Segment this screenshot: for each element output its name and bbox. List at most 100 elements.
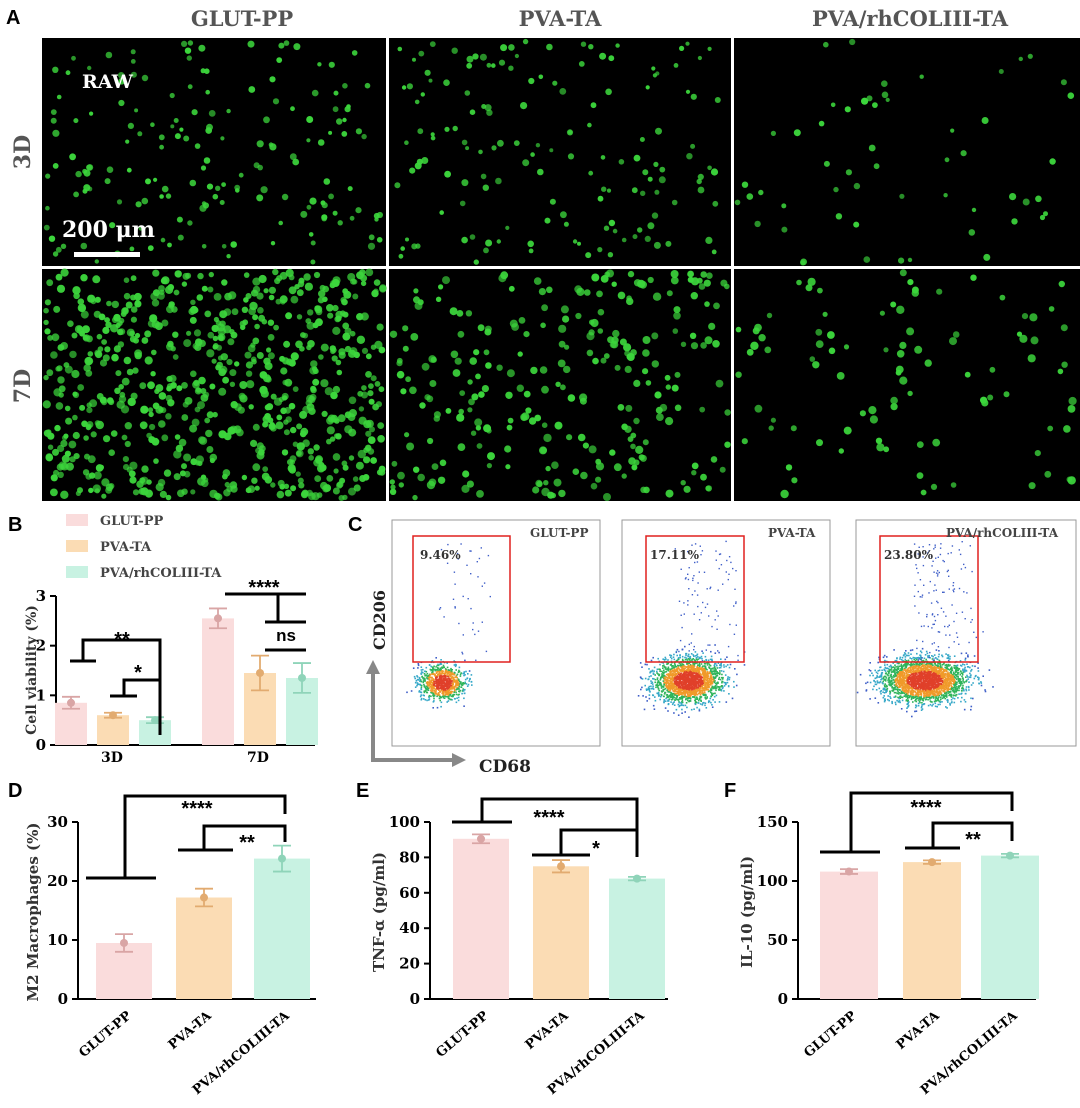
event [415,680,418,682]
b-bars [55,607,318,745]
cell [368,398,375,405]
event [701,692,703,694]
event [699,703,702,705]
event [690,683,693,685]
event [458,679,460,681]
cell [645,85,650,90]
event [696,682,698,684]
event [714,701,716,703]
cell [266,403,274,411]
cell [295,471,301,477]
event [699,679,702,681]
cell [275,421,284,430]
event [691,681,693,684]
cell [276,490,285,499]
event [708,663,711,666]
event [675,669,677,672]
event [962,671,965,673]
cell [827,331,835,339]
event [446,696,449,698]
cell [564,344,570,350]
event [425,670,428,673]
event [972,697,974,700]
cell [206,349,215,358]
event [705,686,708,689]
cell [421,157,429,164]
event [703,660,706,662]
event [439,663,442,666]
cell [173,450,182,459]
event [689,680,692,683]
event [679,639,682,642]
cell [980,396,988,404]
cell [487,452,495,461]
cell [280,299,286,305]
event [685,652,688,655]
cell [234,184,241,191]
cell [310,385,317,392]
cell [673,306,681,314]
event [417,678,420,681]
event [651,681,654,684]
event [446,685,448,687]
event [714,692,716,695]
event [676,687,679,690]
cell [443,79,450,86]
cell [94,259,100,264]
cell [251,477,258,484]
cell [741,438,748,445]
cell [230,401,238,409]
event [691,544,693,546]
event [704,669,706,671]
event [432,671,434,673]
event [678,650,680,653]
cell [866,95,873,102]
cell [50,474,58,482]
event [668,677,671,679]
cell [174,133,181,140]
event [428,678,430,680]
cell [51,333,60,342]
event [422,677,424,680]
event [672,687,674,689]
cell [61,454,70,463]
cell [221,182,227,188]
event [444,689,446,692]
event [698,668,701,671]
event [701,679,704,682]
event [439,669,441,671]
event [887,671,890,674]
event [440,687,442,689]
event [460,686,462,688]
cell [45,205,50,211]
event [430,684,432,687]
cell [411,243,418,250]
event [687,696,689,699]
cell [370,375,377,382]
cell [572,468,580,476]
cell [132,367,139,374]
cell [417,128,424,135]
event [674,671,676,673]
event [665,681,667,683]
cell [398,482,404,488]
event [464,674,466,676]
event [685,677,687,680]
cell [229,425,238,434]
event [433,680,435,682]
cell [84,356,93,366]
event [697,656,699,658]
event [667,700,669,702]
event [471,684,473,686]
event [676,669,678,671]
event [674,548,676,550]
cell [535,479,543,487]
event [727,578,729,581]
event [715,664,718,667]
cell [94,349,102,357]
cell [347,186,353,192]
cell [1063,425,1071,433]
event [966,674,968,677]
event [682,673,685,675]
event [448,685,450,687]
